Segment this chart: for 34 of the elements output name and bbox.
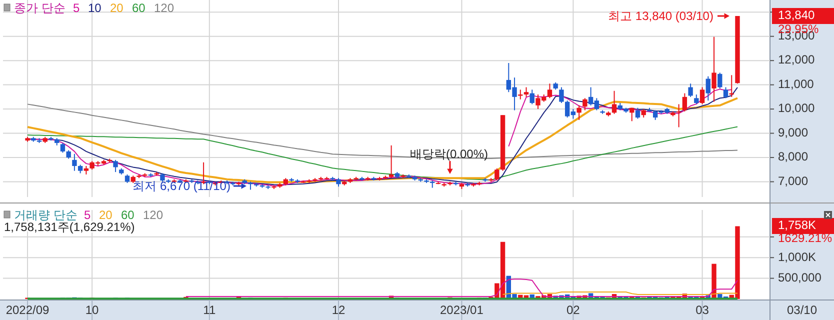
text: 5 (73, 1, 80, 15)
legend-label: 120 (143, 208, 164, 222)
annotation: 최고 13,840 (03/10) (608, 9, 714, 23)
text: 5 (84, 208, 91, 222)
text: 20 (99, 208, 113, 222)
text: 13,840 (778, 8, 816, 22)
legend-title: 거래량 단순 (14, 208, 78, 222)
text: 1629.21% (778, 231, 832, 245)
x-tick-label: 02 (566, 303, 580, 317)
text: 60 (121, 208, 135, 222)
x-tick-label: 10 (85, 303, 100, 317)
text: 120 (154, 1, 174, 15)
y-tick-label: 9,000 (778, 125, 808, 140)
x-tick-label: 03 (696, 303, 710, 317)
y-tick-label: 12,000 (778, 52, 816, 67)
text: 1,758,131주(1,629.21%) (4, 220, 135, 234)
x-tick-label: 12 (332, 303, 346, 317)
x-tick-label: 11 (203, 303, 216, 317)
text: 60 (132, 1, 146, 15)
annotation: 최저 6,670 (11/10) (132, 179, 230, 193)
y-tick-label: 10,000 (778, 101, 816, 116)
y-tick-label: 8,000 (778, 150, 808, 164)
y-tick-label: 500,000 (778, 270, 822, 284)
y-tick-label: 1,000K (778, 250, 816, 264)
text: 20 (110, 1, 124, 15)
y-tick-label: 11,000 (778, 76, 814, 91)
y-tick-label: 7,000 (778, 174, 808, 188)
annotation: 배당락(0.00%) (410, 147, 488, 161)
x-tick-label: 2022/09 (6, 303, 50, 317)
text: 03/10 (786, 303, 818, 317)
text: 10 (88, 1, 102, 15)
legend-title: 종가 단순 (14, 1, 66, 15)
x-tick-label: 2023/01 (440, 303, 484, 317)
text: 1,758K (778, 218, 816, 232)
